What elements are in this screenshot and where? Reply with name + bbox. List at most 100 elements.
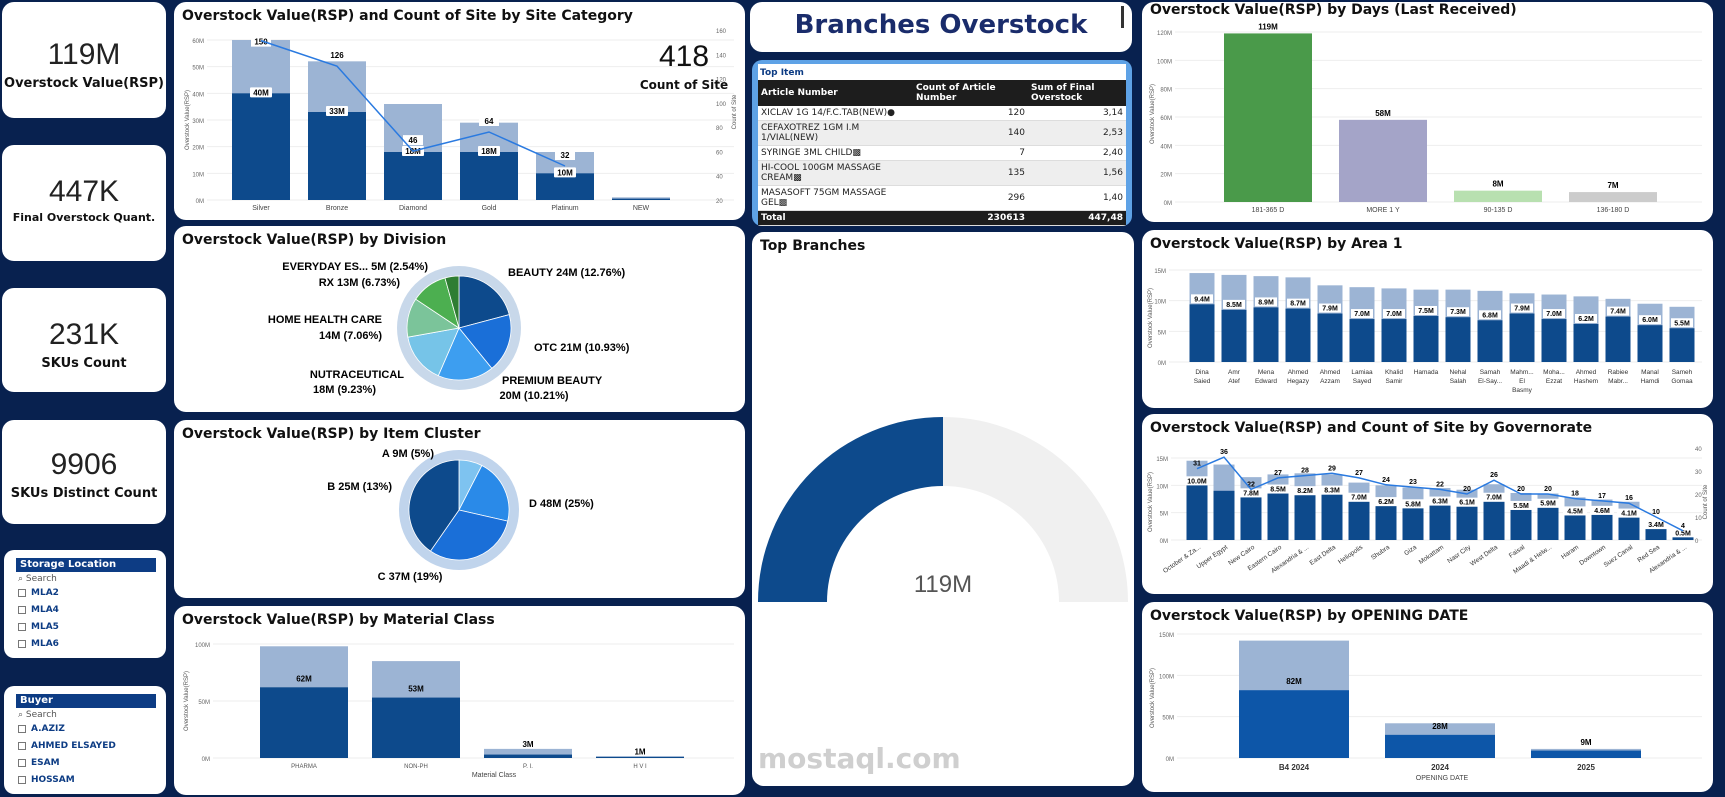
slicer-search[interactable]: ⌕ Search <box>18 710 57 720</box>
division-chart[interactable]: BEAUTY 24M (12.76%) OTC 21M (10.93%) PREMI… <box>174 226 745 412</box>
y2-tick-label: 120 <box>716 78 727 84</box>
opening-chart[interactable]: 150M 100M 50M 0M Overstock Value(RSP) 82M B4 2… <box>1142 602 1713 792</box>
slicer-item[interactable]: MLA4 <box>18 605 59 615</box>
bar-value <box>1385 734 1495 758</box>
x-tick-label: Hamdi <box>1641 378 1660 385</box>
pie-label: 20M (10.21%) <box>499 390 568 402</box>
count-label: 16 <box>1625 495 1633 502</box>
checkbox[interactable] <box>18 776 26 784</box>
data-label-bg <box>1575 313 1597 323</box>
slicer-item[interactable]: MLA6 <box>18 639 59 649</box>
data-label-bg <box>1185 476 1209 486</box>
bar-value <box>1669 328 1695 362</box>
bar-value <box>1531 750 1641 758</box>
bar-value <box>1221 309 1247 362</box>
material-chart[interactable]: 100M 50M 0M Overstock Value(RSP) 62M PHARMA 53… <box>174 606 745 795</box>
top-item-table[interactable]: Article Number Count of Article Number S… <box>758 80 1126 226</box>
bar <box>1339 119 1427 202</box>
y-tick-label: 10M <box>192 172 204 178</box>
x-tick-label: Manal <box>1641 369 1659 376</box>
y-axis-label: Overstock Value(RSP) <box>1148 288 1154 348</box>
y-tick-label: 20M <box>192 146 204 152</box>
y-axis-label: Overstock Value(RSP) <box>1150 668 1156 728</box>
count-label: 22 <box>1247 481 1255 488</box>
bar-value <box>1413 316 1439 362</box>
pie-slice <box>408 459 460 552</box>
data-label-bg <box>1415 306 1437 315</box>
y-tick-label: 0M <box>196 199 204 205</box>
slicer-item[interactable]: MLA5 <box>18 622 59 632</box>
checkbox[interactable] <box>18 589 26 597</box>
table-row[interactable]: CEFAXOTREZ 1GM I.M 1/VIAL(NEW) 140 2,53 <box>758 120 1126 146</box>
y-tick-label: 20M <box>1160 173 1172 179</box>
area-chart[interactable]: 15M 10M 5M 0M Overstock Value(RSP) 9.4M Dina Sa… <box>1142 230 1713 408</box>
column-header[interactable]: Sum of Final Overstock <box>1028 80 1126 106</box>
data-label: 8M <box>1492 180 1503 189</box>
x-tick-label: Hashem <box>1574 378 1598 385</box>
table-row[interactable]: SYRINGE 3ML CHILD▩ 7 2,40 <box>758 145 1126 161</box>
total-cell: 447,48 <box>1028 210 1126 226</box>
days-chart[interactable]: 120M 100M 80M 60M 40M 20M 0M Overstock Value(RS… <box>1142 2 1713 222</box>
cluster-chart[interactable]: A 9M (5%) B 25M (13%) C 37M (19%) D 48M (25… <box>174 420 745 598</box>
x-tick-label: Lamiaa <box>1351 369 1373 376</box>
slicer-title: Buyer <box>16 694 156 708</box>
bar-value <box>1375 506 1397 540</box>
data-label: 82M <box>1286 677 1302 686</box>
slicer-item[interactable]: HOSSAM <box>18 775 75 785</box>
y-axis-label: Count of Site <box>732 94 738 129</box>
pie-label: OTC 21M (10.93%) <box>534 342 630 354</box>
checkbox[interactable] <box>18 623 26 631</box>
slicer-item[interactable]: A.AZIZ <box>18 724 65 734</box>
table-row[interactable]: XICLAV 1G 14/F.C.TAB(NEW)● 120 3,14 <box>758 106 1126 121</box>
slicer-search[interactable]: ⌕ Search <box>18 574 57 584</box>
x-tick-label: Sayed <box>1353 378 1372 385</box>
y-axis-label: Overstock Value(RSP) <box>1150 84 1156 144</box>
count-label: 18 <box>1571 491 1579 498</box>
bar-value <box>1637 325 1663 362</box>
bar-value <box>1267 493 1289 540</box>
x-tick-label: 2025 <box>1577 763 1595 772</box>
checkbox[interactable] <box>18 742 26 750</box>
table-cell: CEFAXOTREZ 1GM I.M 1/VIAL(NEW) <box>758 120 913 146</box>
count-label: 26 <box>1490 472 1498 479</box>
x-tick-label: Shubra <box>1370 544 1391 562</box>
y-tick-label: 40M <box>1160 144 1172 150</box>
y2-tick-label: 20 <box>1695 493 1702 499</box>
slicer-item[interactable]: ESAM <box>18 758 60 768</box>
table-cell: 135 <box>913 160 1028 186</box>
checkbox[interactable] <box>18 640 26 648</box>
site-category-chart[interactable]: 60M 50M 40M 30M 20M 10M 0M Overstock Value(RSP)… <box>174 2 745 220</box>
slicer-item[interactable]: AHMED ELSAYED <box>18 741 116 751</box>
bar-value <box>1573 323 1599 362</box>
x-tick-label: NEW <box>633 205 650 212</box>
top-branches-gauge[interactable]: 119M <box>752 232 1134 786</box>
count-label-bg <box>327 50 347 61</box>
data-label-bg <box>1671 528 1695 538</box>
table-cell: 7 <box>913 145 1028 161</box>
column-header[interactable]: Count of Article Number <box>913 80 1028 106</box>
column-header[interactable]: Article Number <box>758 80 913 106</box>
table-cell: MASASOFT 75GM MASSAGE GEL▩ <box>758 185 913 211</box>
data-label: 6.1M <box>1459 500 1475 507</box>
data-label-bg <box>1447 307 1469 317</box>
checkbox[interactable] <box>18 759 26 767</box>
governorate-chart[interactable]: 15M 10M 5M 0M Overstock Value(RSP) 40 30 20 10 0 C… <box>1142 414 1713 594</box>
data-label: 33M <box>329 107 345 116</box>
checkbox[interactable] <box>18 606 26 614</box>
pie-slice <box>437 327 493 381</box>
table-cell: XICLAV 1G 14/F.C.TAB(NEW)● <box>758 106 913 121</box>
bar-value <box>1402 508 1424 540</box>
slicer-item[interactable]: MLA2 <box>18 588 59 598</box>
x-axis-label: OPENING DATE <box>1416 775 1469 782</box>
pie-label: NUTRACEUTICAL <box>310 369 404 381</box>
y-axis-label: Overstock Value(RSP) <box>184 671 190 731</box>
bar-value <box>1348 501 1370 540</box>
kpi-card-overstock-value: 119M Overstock Value(RSP) <box>2 2 166 118</box>
x-tick-label: 2024 <box>1431 763 1449 772</box>
chart-title: Overstock Value(RSP) by Material Class <box>182 612 495 628</box>
bar-value <box>1483 501 1505 540</box>
table-row[interactable]: MASASOFT 75GM MASSAGE GEL▩ 296 1,40 <box>758 185 1126 211</box>
x-tick-label: Nehal <box>1450 369 1468 376</box>
table-row[interactable]: HI-COOL 100GM MASSAGE CREAM▩ 135 1,56 <box>758 160 1126 186</box>
checkbox[interactable] <box>18 725 26 733</box>
